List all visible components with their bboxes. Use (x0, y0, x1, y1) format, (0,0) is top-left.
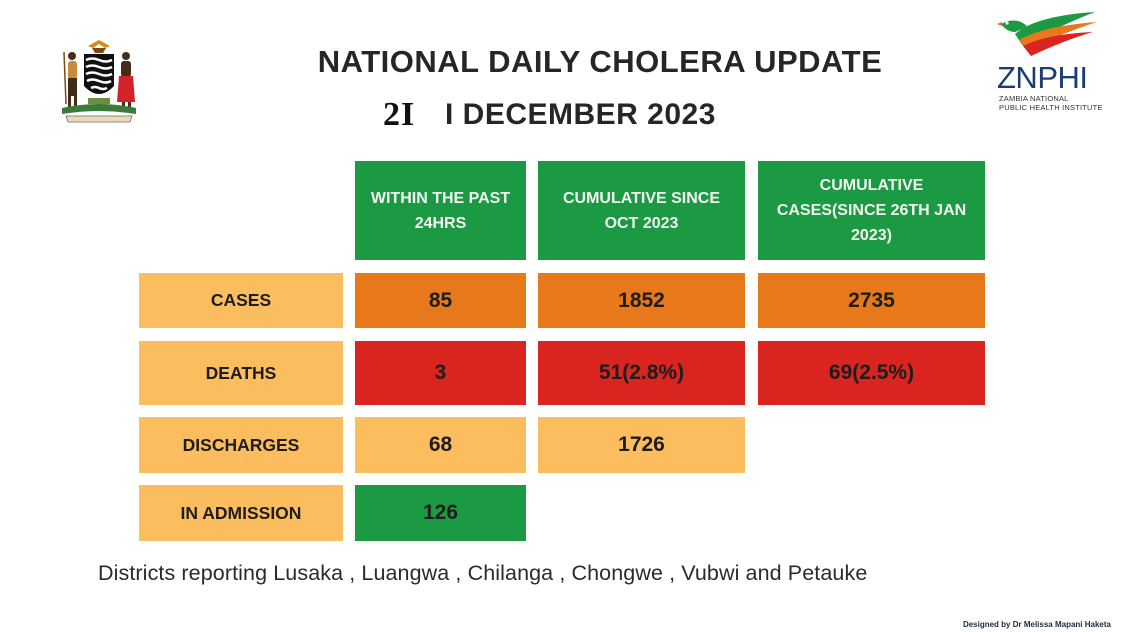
row-label-in-admission: IN ADMISSION (139, 485, 343, 541)
discharges-cumulative-oct: 1726 (538, 417, 745, 473)
page-title: NATIONAL DAILY CHOLERA UPDATE (317, 44, 883, 79)
cases-cumulative-jan: 2735 (758, 273, 985, 328)
znphi-subtitle-line2: PUBLIC HEALTH INSTITUTE (999, 103, 1103, 112)
deaths-24hrs: 3 (355, 341, 526, 405)
znphi-subtitle-line1: ZAMBIA NATIONAL (999, 94, 1069, 103)
discharges-24hrs: 68 (355, 417, 526, 473)
row-label-cases: CASES (139, 273, 343, 328)
districts-reporting-note: Districts reporting Lusaka , Luangwa , C… (98, 561, 868, 585)
cases-24hrs: 85 (355, 273, 526, 328)
znphi-subtitle: ZAMBIA NATIONAL PUBLIC HEALTH INSTITUTE (999, 94, 1103, 112)
date-month-year: I DECEMBER 2023 (445, 98, 716, 131)
in-admission-24hrs: 126 (355, 485, 526, 541)
deaths-cumulative-jan: 69(2.5%) (758, 341, 985, 405)
coat-of-arms-emblem (58, 38, 140, 126)
znphi-logo: ZNPHI ZAMBIA NATIONAL PUBLIC HEALTH INST… (993, 10, 1105, 122)
row-label-discharges: DISCHARGES (139, 417, 343, 473)
column-header-24hrs: WITHIN THE PAST 24HRS (355, 161, 526, 260)
deaths-cumulative-oct: 51(2.8%) (538, 341, 745, 405)
bird-icon (997, 12, 1097, 56)
cases-cumulative-oct: 1852 (538, 273, 745, 328)
column-header-cumulative-oct: CUMULATIVE SINCE OCT 2023 (538, 161, 745, 260)
column-header-cumulative-jan: CUMULATIVE CASES(SINCE 26TH JAN 2023) (758, 161, 985, 260)
date-day: 2I (383, 96, 416, 133)
znphi-wordmark: ZNPHI (997, 60, 1088, 95)
report-date: 2I I DECEMBER 2023 (383, 95, 716, 135)
designer-credit: Designed by Dr Melissa Mapani Haketa (962, 620, 1111, 629)
row-label-deaths: DEATHS (139, 341, 343, 405)
